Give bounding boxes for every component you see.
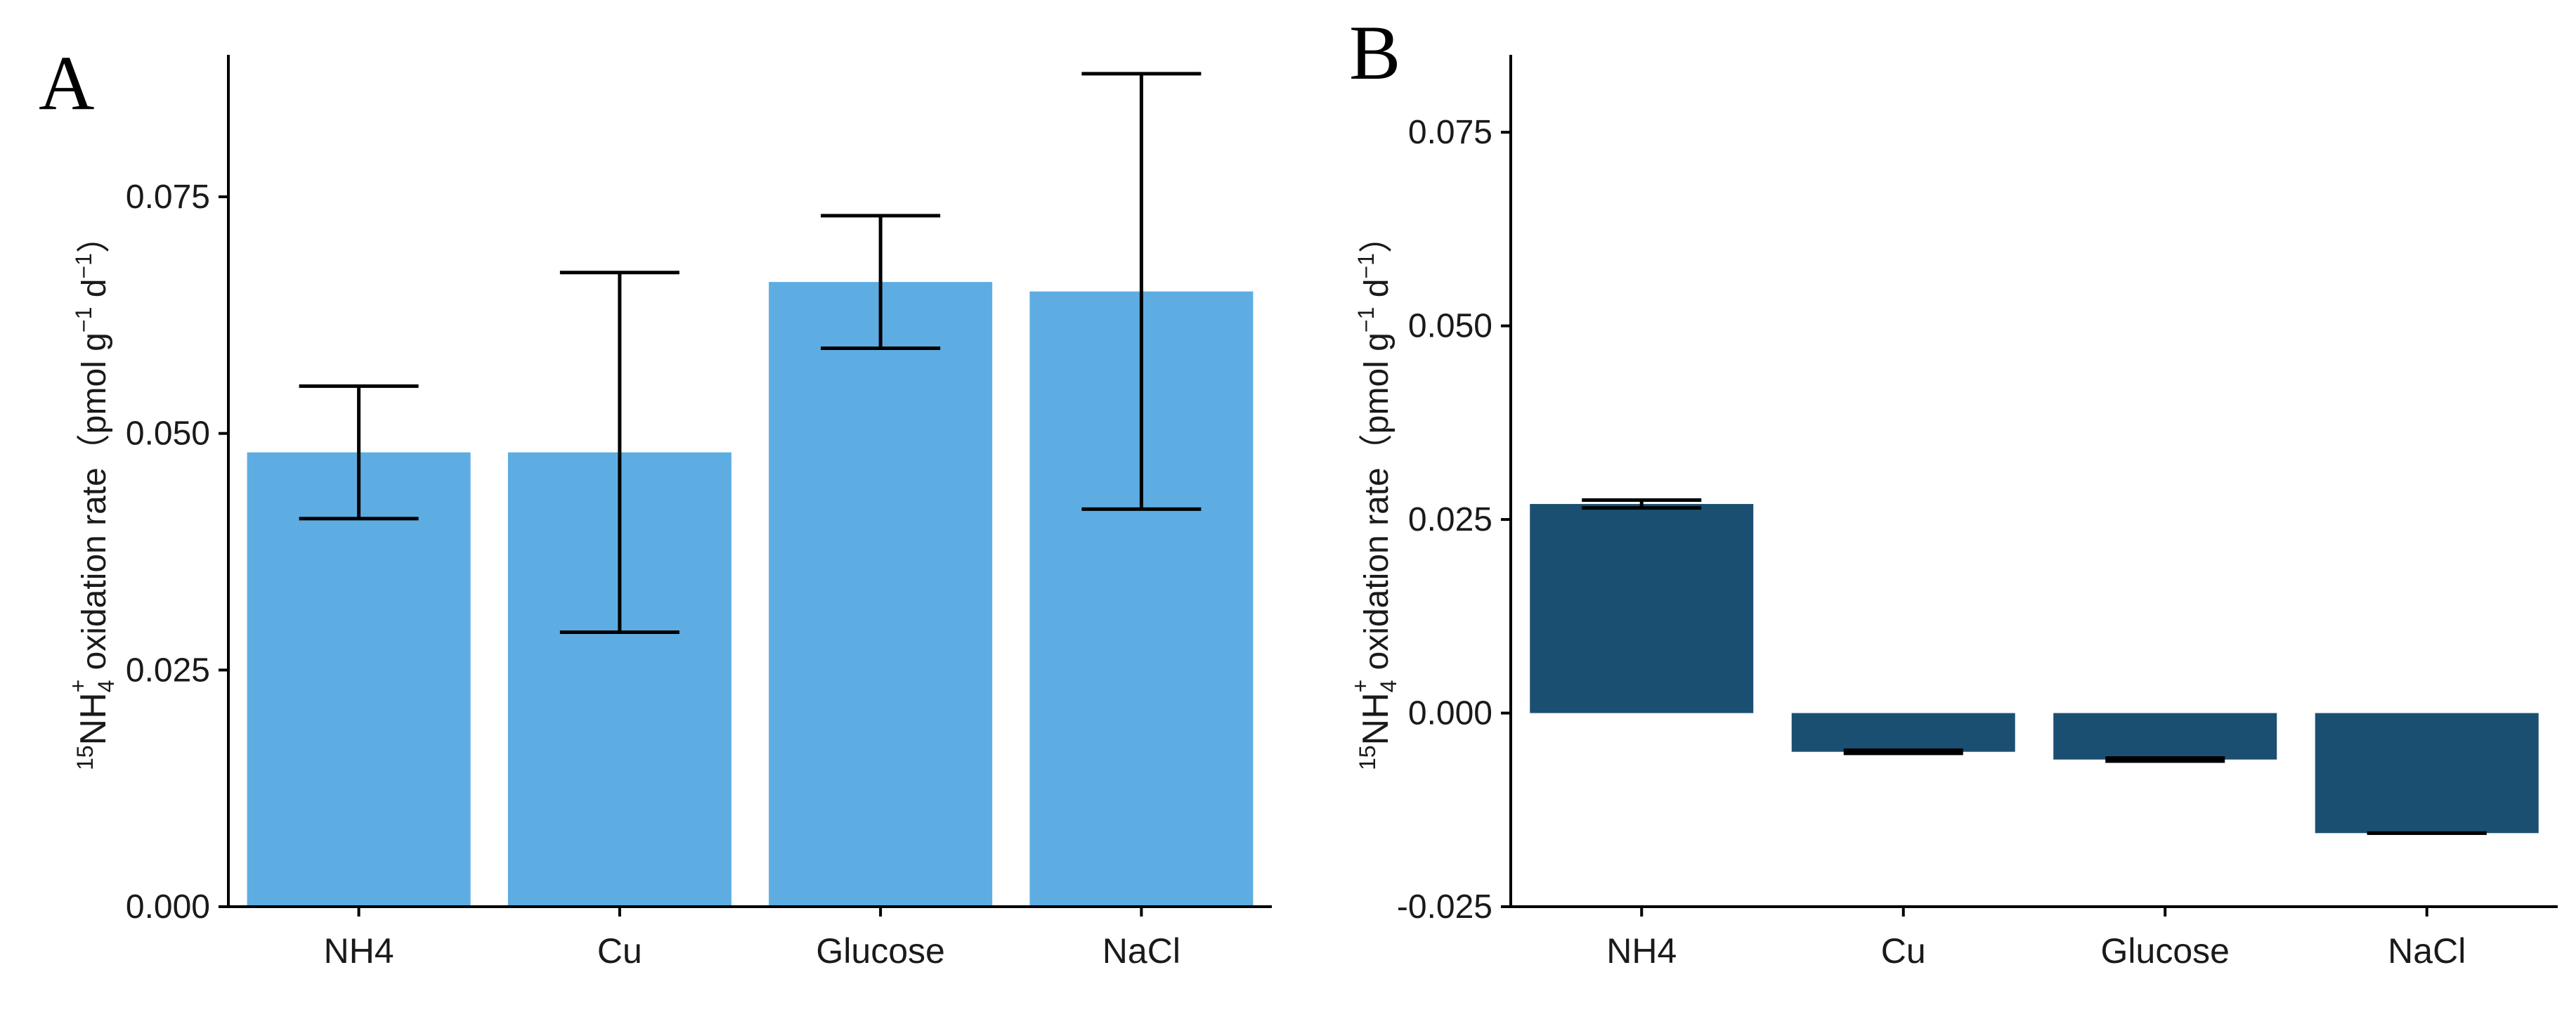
x-tick-label-nh4: NH4 (1606, 931, 1677, 971)
y-tick-label: -0.025 (1397, 888, 1492, 926)
ylabel-subscript: 4 (1376, 680, 1401, 692)
ylabel-charge: + (65, 680, 91, 693)
y-tick-label: 0.000 (1408, 695, 1492, 732)
y-axis-label: 15NH4+ oxidation rate（pmol g−1 d−1） (1348, 219, 1401, 770)
bar-cu (1791, 713, 2015, 752)
error-bar-glucose (2105, 756, 2225, 763)
panel-letter-a: A (39, 40, 94, 126)
panel-b: B NH4 Cu Glucose NaCl -0.025 0.000 0.025 0.050 0.… (1348, 10, 2558, 971)
x-tick-label-glucose: Glucose (816, 931, 944, 971)
ylabel-exp1: −1 (1353, 307, 1379, 332)
y-tick-label: 0.075 (126, 179, 210, 216)
ylabel-exp2: −1 (71, 253, 96, 278)
y-tick-label: 0.025 (1408, 501, 1492, 538)
ylabel-isotope: 15 (1355, 745, 1380, 770)
ylabel-subscript: 4 (93, 680, 119, 692)
x-tick-label-cu: Cu (1881, 931, 1926, 971)
error-bar-nh4 (299, 384, 419, 521)
ylabel-charge: + (1348, 680, 1373, 693)
panel-letter-b: B (1349, 10, 1400, 96)
ylabel-mid: d (1358, 279, 1396, 307)
y-axis-label: 15NH4+ oxidation rate（pmol g−1 d−1） (65, 219, 119, 770)
bar-nh4 (1530, 504, 1754, 713)
ylabel-text: oxidation rate（pmol g (1358, 332, 1396, 680)
ylabel-end: ） (76, 219, 113, 253)
bar-nh4 (247, 452, 471, 907)
ylabel-species: NH (73, 692, 114, 745)
x-tick-label-nh4: NH4 (324, 931, 394, 971)
bar-nacl (2315, 713, 2539, 834)
y-tick-label: 0.075 (1408, 114, 1492, 151)
ylabel-exp2: −1 (1353, 253, 1379, 278)
y-tick-label: 0.050 (126, 415, 210, 453)
bar-glucose (769, 282, 993, 907)
bar-glucose (2053, 713, 2277, 760)
x-tick-label-cu: Cu (597, 931, 642, 971)
y-tick-label: 0.000 (126, 888, 210, 926)
ylabel-mid: d (76, 279, 113, 307)
error-bar-glucose (821, 214, 941, 350)
ylabel-end: ） (1358, 219, 1396, 253)
error-bar-nh4 (1582, 498, 1702, 510)
y-tick-label: 0.025 (126, 652, 210, 689)
ylabel-species: NH (1355, 692, 1396, 745)
x-tick-label-nacl: NaCl (2388, 931, 2466, 971)
x-tick-label-nacl: NaCl (1102, 931, 1180, 971)
y-tick-label: 0.050 (1408, 308, 1492, 345)
ylabel-text: oxidation rate（pmol g (76, 332, 113, 680)
ylabel-isotope: 15 (72, 745, 98, 770)
error-bar-cu (1843, 748, 1963, 756)
error-bar-cu (559, 271, 679, 634)
x-tick-label-glucose: Glucose (2101, 931, 2230, 971)
error-bar-nacl (1081, 72, 1202, 511)
ylabel-exp1: −1 (71, 307, 96, 332)
